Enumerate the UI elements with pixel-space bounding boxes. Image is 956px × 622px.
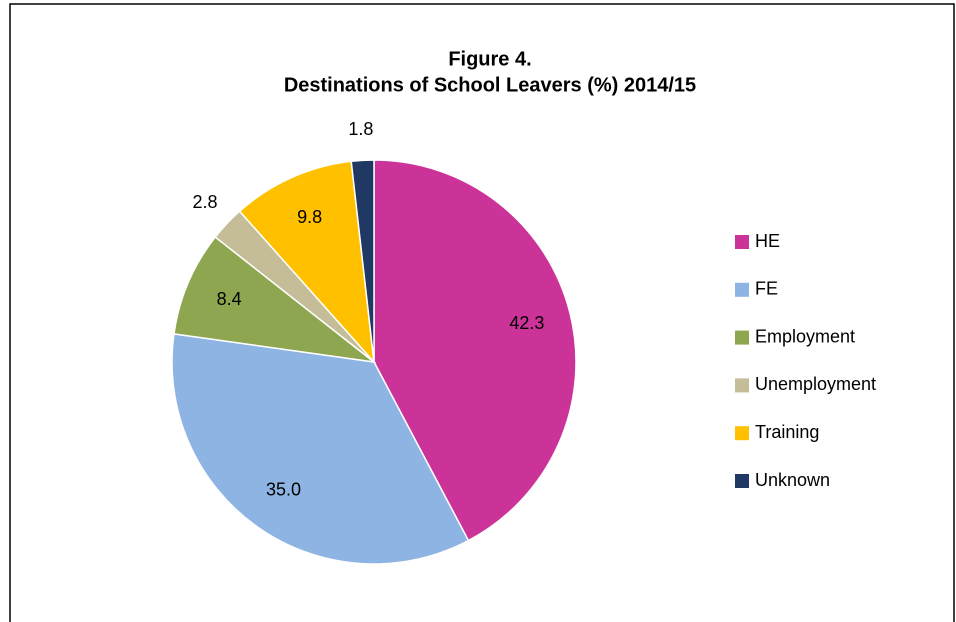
pie-slice [373,159,577,542]
legend-swatch [735,474,749,488]
data-label: 9.8 [297,207,322,227]
data-label: 42.3 [509,313,544,333]
legend-label: Employment [755,326,855,346]
legend-swatch [735,426,749,441]
legend-label: Training [755,422,819,442]
legend-label: Unemployment [755,374,876,394]
pie-slice [350,159,375,363]
legend-label: FE [755,279,778,299]
legend-swatch [735,330,749,345]
legend-swatch [735,378,749,393]
pie-slice [171,333,470,565]
legend-label: HE [755,231,780,251]
legend-swatch [735,282,749,297]
chart-subtitle: Destinations of School Leavers (%) 2014/… [284,74,696,96]
legend-label: Unknown [755,470,830,490]
data-label: 1.8 [348,119,373,139]
data-label: 8.4 [217,289,242,309]
pie-slice [173,235,377,364]
data-label: 35.0 [266,480,301,500]
pie-slice [238,160,376,365]
legend-swatch [735,235,749,249]
data-label: 2.8 [192,192,217,212]
chart-title: Figure 4. [448,48,531,70]
